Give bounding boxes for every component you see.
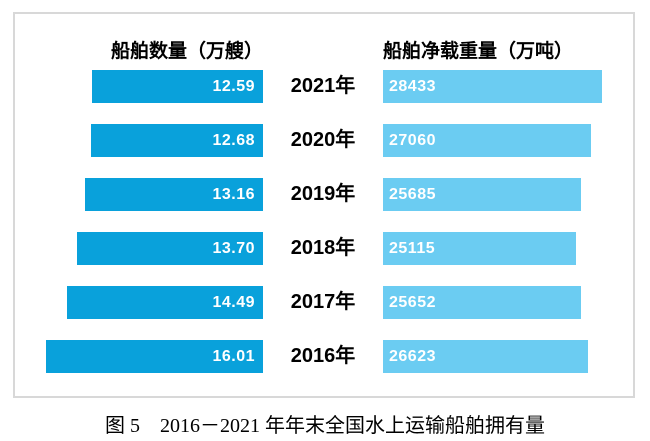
year-label: 2017年: [290, 291, 356, 313]
chart-row: 16.01 2016年 26623: [15, 340, 633, 373]
ship-count-bar: 13.70: [77, 232, 263, 265]
chart-row: 14.49 2017年 25652: [15, 286, 633, 319]
deadweight-value: 25115: [389, 239, 436, 257]
ship-count-value: 12.68: [212, 131, 255, 149]
series-header-row: 船舶数量（万艘） 船舶净载重量（万吨）: [15, 36, 633, 62]
ship-count-value: 14.49: [212, 293, 255, 311]
ship-count-bar: 14.49: [66, 286, 263, 319]
year-label: 2019年: [290, 183, 356, 205]
chart-rows: 12.59 2021年 28433 12.68 2020年 27060: [15, 70, 633, 373]
deadweight-value: 28433: [389, 77, 436, 95]
ship-count-bar: 16.01: [46, 340, 263, 373]
chart-row: 13.70 2018年 25115: [15, 232, 633, 265]
deadweight-value: 25652: [389, 293, 436, 311]
chart-row: 12.59 2021年 28433: [15, 70, 633, 103]
deadweight-bar: 28433: [383, 70, 602, 103]
deadweight-value: 26623: [389, 347, 436, 365]
ship-count-value: 16.01: [212, 347, 255, 365]
ship-count-bar: 12.68: [91, 124, 263, 157]
ship-count-bar: 13.16: [84, 178, 263, 211]
deadweight-bar: 25115: [383, 232, 577, 265]
deadweight-value: 25685: [389, 185, 436, 203]
ship-count-value: 13.16: [212, 185, 255, 203]
chart-row: 12.68 2020年 27060: [15, 124, 633, 157]
deadweight-bar: 25652: [383, 286, 581, 319]
chart-area: 船舶数量（万艘） 船舶净载重量（万吨） 12.59 2021年 28433 12…: [13, 12, 635, 398]
left-series-header: 船舶数量（万艘）: [110, 40, 263, 62]
year-label: 2016年: [290, 345, 356, 367]
ship-count-value: 12.59: [212, 77, 255, 95]
year-label: 2018年: [290, 237, 356, 259]
figure-caption: 图 5 2016－2021 年年末全国水上运输船舶拥有量: [105, 415, 545, 437]
deadweight-bar: 25685: [383, 178, 581, 211]
ship-count-value: 13.70: [212, 239, 255, 257]
year-label: 2020年: [290, 129, 356, 151]
deadweight-bar: 27060: [383, 124, 592, 157]
chart-row: 13.16 2019年 25685: [15, 178, 633, 211]
deadweight-bar: 26623: [383, 340, 589, 373]
deadweight-value: 27060: [389, 131, 436, 149]
ship-count-bar: 12.59: [92, 70, 263, 103]
right-series-header: 船舶净载重量（万吨）: [383, 40, 574, 62]
year-label: 2021年: [290, 75, 356, 97]
